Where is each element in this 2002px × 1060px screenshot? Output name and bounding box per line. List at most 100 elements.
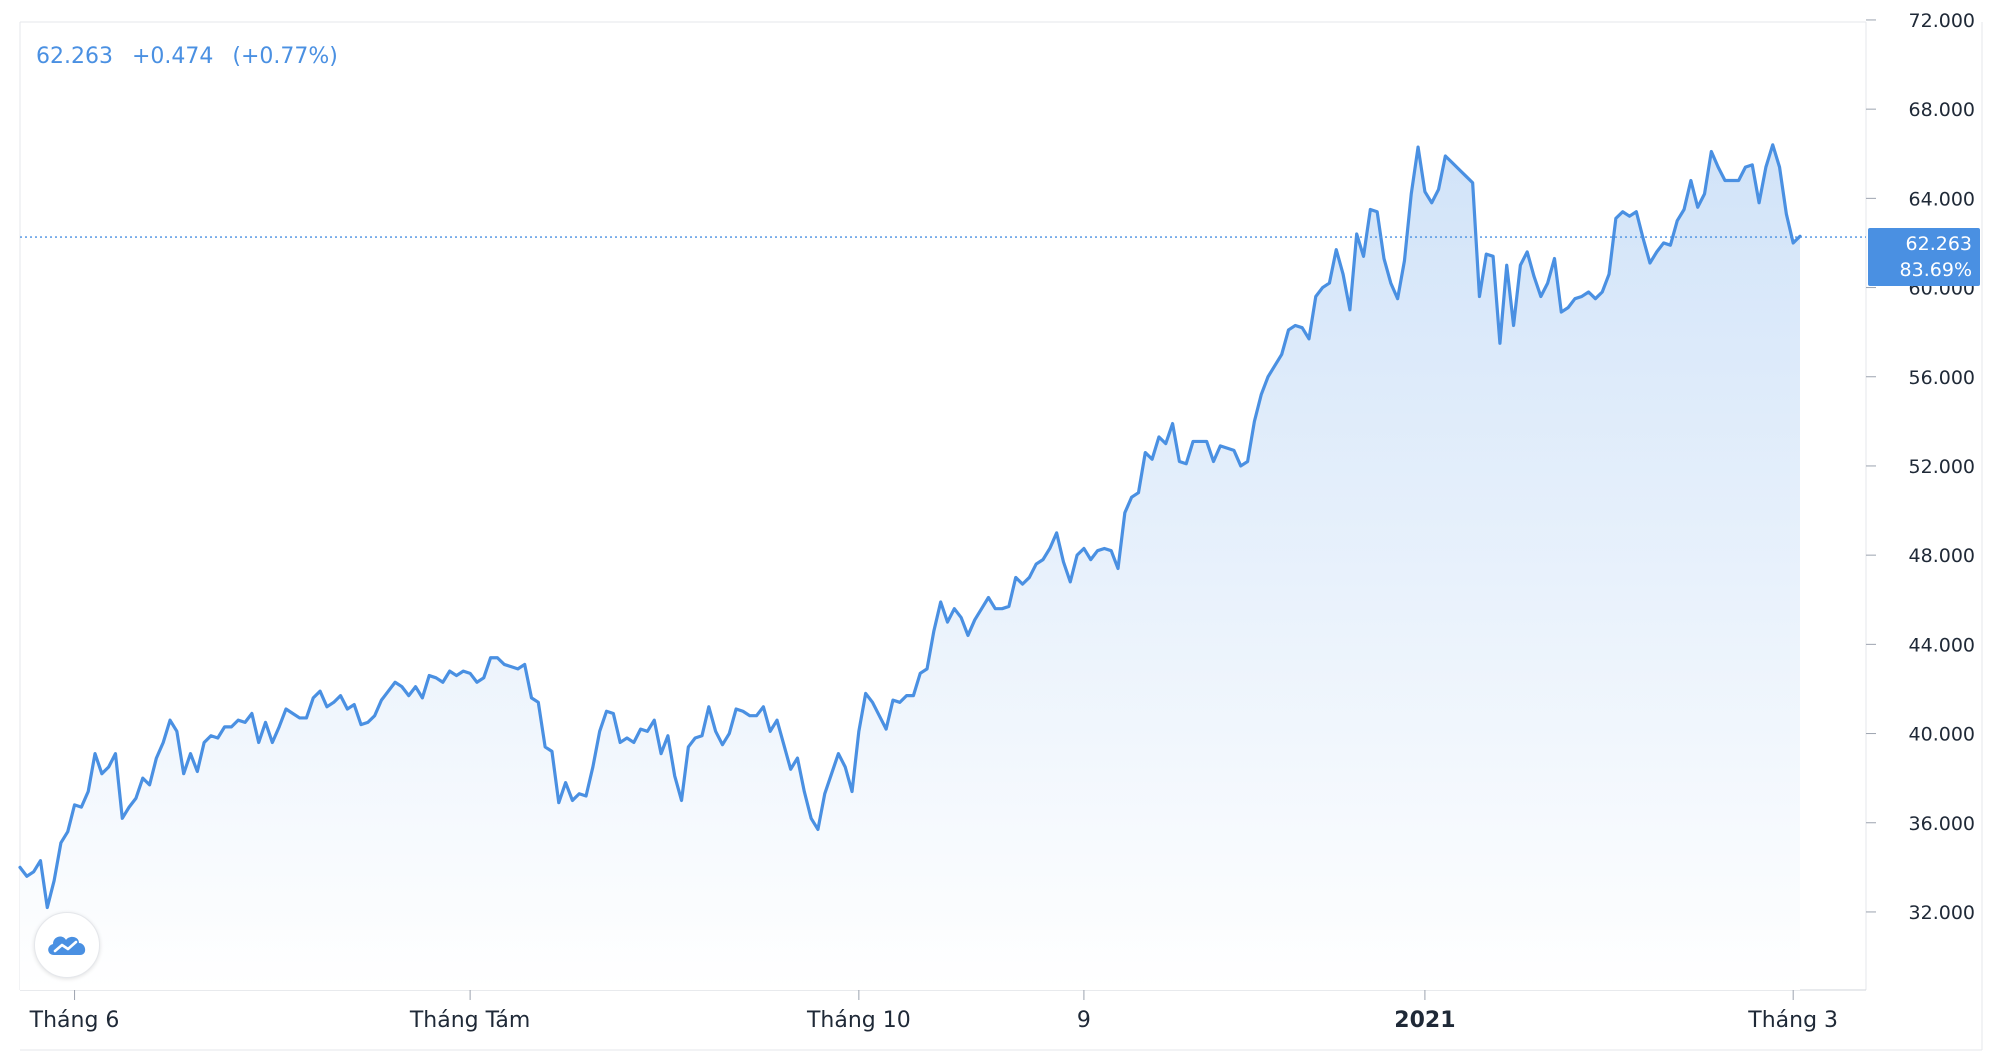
- data-point: [1628, 215, 1630, 217]
- data-point: [1008, 605, 1010, 607]
- data-point: [319, 690, 321, 692]
- data-point: [1021, 583, 1023, 585]
- data-point: [674, 775, 676, 777]
- data-point: [878, 715, 880, 717]
- data-point: [571, 799, 573, 801]
- data-point: [455, 674, 457, 676]
- data-point: [592, 766, 594, 768]
- data-point: [1083, 547, 1085, 549]
- data-point: [312, 697, 314, 699]
- data-point: [46, 906, 48, 908]
- data-point: [1792, 242, 1794, 244]
- data-point: [1417, 146, 1419, 148]
- data-point: [448, 670, 450, 672]
- x-axis-tick-marks: [74, 990, 1794, 1000]
- data-point: [1165, 442, 1167, 444]
- data-point: [60, 842, 62, 844]
- data-point: [530, 697, 532, 699]
- data-point: [483, 677, 485, 679]
- data-point: [537, 701, 539, 703]
- data-point: [1560, 311, 1562, 313]
- data-point: [1171, 422, 1173, 424]
- data-point: [1151, 458, 1153, 460]
- data-point: [39, 859, 41, 861]
- data-point: [1506, 264, 1508, 266]
- data-point: [626, 737, 628, 739]
- data-point: [844, 766, 846, 768]
- data-point: [258, 741, 260, 743]
- y-tick-label: 52.000: [1909, 456, 1975, 478]
- data-point: [237, 719, 239, 721]
- data-point: [714, 730, 716, 732]
- data-point: [605, 710, 607, 712]
- data-point: [1724, 179, 1726, 181]
- data-point: [496, 657, 498, 659]
- data-point: [189, 752, 191, 754]
- data-point: [367, 721, 369, 723]
- data-point: [1587, 291, 1589, 293]
- y-tick-label: 72.000: [1909, 10, 1975, 32]
- tradingview-logo-button[interactable]: [34, 912, 100, 978]
- data-point: [1110, 549, 1112, 551]
- data-point: [1656, 251, 1658, 253]
- data-point: [1383, 257, 1385, 259]
- data-point: [687, 746, 689, 748]
- data-point: [619, 741, 621, 743]
- data-point: [442, 681, 444, 683]
- data-point: [749, 715, 751, 717]
- data-point: [1662, 242, 1664, 244]
- data-point: [919, 672, 921, 674]
- data-point: [694, 737, 696, 739]
- y-tick-label: 36.000: [1909, 813, 1975, 835]
- data-point: [26, 875, 28, 877]
- data-point: [142, 777, 144, 779]
- data-point: [769, 730, 771, 732]
- data-point: [1192, 440, 1194, 442]
- data-point: [333, 701, 335, 703]
- data-point: [803, 790, 805, 792]
- data-point: [1669, 244, 1671, 246]
- data-point: [285, 708, 287, 710]
- data-point: [735, 708, 737, 710]
- data-point: [1090, 558, 1092, 560]
- data-point: [380, 699, 382, 701]
- data-point: [1499, 342, 1501, 344]
- last-price-label: 62.263 83.69%: [1868, 228, 1980, 286]
- data-point: [1226, 447, 1228, 449]
- data-point: [980, 607, 982, 609]
- data-point: [1478, 295, 1480, 297]
- data-point: [1471, 182, 1473, 184]
- data-point: [489, 657, 491, 659]
- data-point: [905, 694, 907, 696]
- data-point: [1451, 161, 1453, 163]
- header-change: +0.474: [131, 44, 214, 69]
- data-point: [67, 830, 69, 832]
- data-point: [1601, 291, 1603, 293]
- price-series-line[interactable]: [18, 143, 1802, 910]
- data-point: [1212, 460, 1214, 462]
- data-point: [1690, 179, 1692, 181]
- data-point: [1274, 364, 1276, 366]
- data-point: [1758, 202, 1760, 204]
- data-point: [1233, 449, 1235, 451]
- data-point: [1280, 353, 1282, 355]
- data-point: [408, 694, 410, 696]
- data-point: [510, 665, 512, 667]
- data-point: [114, 752, 116, 754]
- data-point: [346, 708, 348, 710]
- data-point: [162, 741, 164, 743]
- data-point: [762, 706, 764, 708]
- data-point: [87, 790, 89, 792]
- y-tick-label: 64.000: [1909, 188, 1975, 210]
- data-point: [32, 871, 34, 873]
- data-point: [639, 728, 641, 730]
- data-point: [1028, 576, 1030, 578]
- data-point: [517, 668, 519, 670]
- data-point: [1103, 547, 1105, 549]
- data-point: [182, 772, 184, 774]
- data-point: [1178, 460, 1180, 462]
- data-point: [653, 719, 655, 721]
- data-point: [1049, 547, 1051, 549]
